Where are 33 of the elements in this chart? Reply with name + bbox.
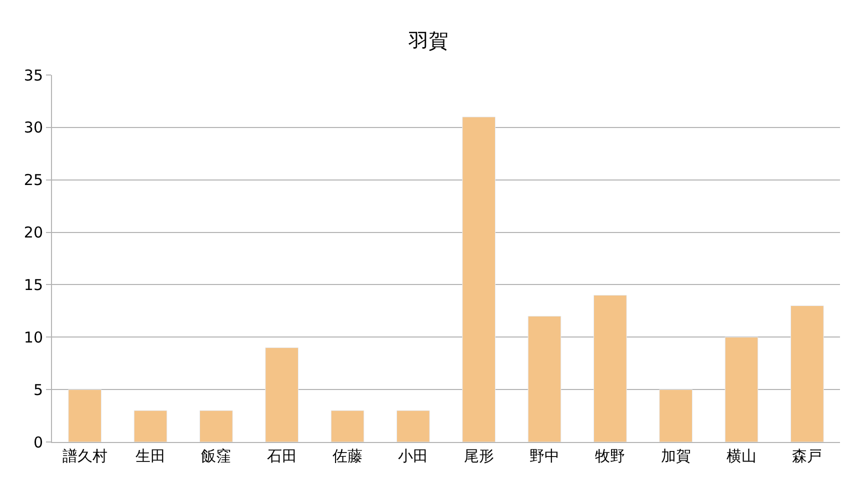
y-tick-label: 5 (33, 380, 43, 399)
bar (200, 410, 233, 442)
x-tick-label: 石田 (266, 447, 297, 465)
y-tick-label: 10 (24, 328, 43, 346)
bar (724, 336, 758, 442)
bar (330, 410, 364, 442)
bar (396, 410, 430, 442)
x-tick-label: 尾形 (464, 447, 494, 465)
bar (659, 389, 692, 442)
bar (594, 294, 627, 442)
x-tick-label: 牧野 (595, 447, 626, 465)
bar (134, 410, 168, 442)
y-tick-label: 35 (24, 66, 43, 84)
bar (68, 389, 102, 442)
y-tick-label: 30 (24, 118, 43, 137)
x-tick-label: 飯窪 (201, 447, 232, 465)
y-tick-label: 20 (24, 224, 43, 242)
x-tick-label: 加賀 (660, 447, 691, 465)
x-tick-label: 生田 (136, 447, 166, 465)
chart-title: 羽賀 (408, 28, 448, 53)
bar (528, 316, 562, 442)
x-tick-label: 小田 (398, 447, 428, 465)
bar (462, 116, 496, 442)
bar (790, 305, 824, 442)
y-tick-label: 0 (33, 433, 43, 452)
x-tick-label: 森戸 (792, 447, 822, 465)
y-tick-label: 25 (24, 171, 43, 190)
bar (265, 347, 298, 442)
y-tick-label: 15 (24, 276, 43, 294)
x-tick-label: 佐藤 (332, 447, 362, 465)
x-tick-label: 横山 (726, 447, 756, 465)
x-tick-label: 譜久村 (62, 447, 108, 465)
x-tick-label: 野中 (530, 447, 560, 465)
